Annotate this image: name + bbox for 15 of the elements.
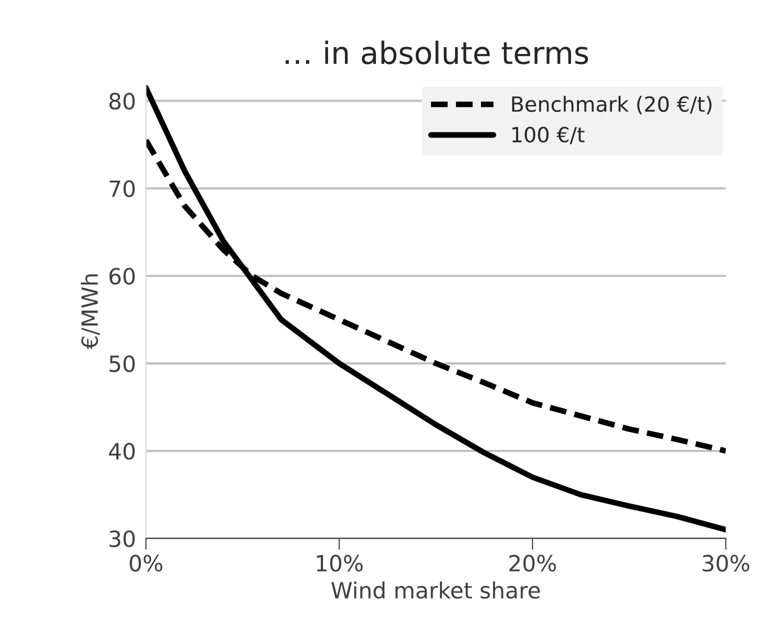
legend-label: 100 €/t <box>512 126 584 144</box>
x-tick-label: 10% <box>316 554 363 572</box>
y-tick-label: 70 <box>110 180 135 198</box>
y-axis-title: €/MWh <box>80 274 100 350</box>
x-tick-label: 0% <box>130 554 162 572</box>
y-tick-label: 40 <box>109 442 135 460</box>
legend-label: Benchmark (20 €/t) <box>512 96 712 114</box>
y-tick-label: 30 <box>110 530 135 548</box>
chart-title: … in absolute terms <box>286 40 588 64</box>
x-tick-label: 20% <box>509 554 556 572</box>
y-tick-label: 50 <box>110 355 135 372</box>
y-tick-label: 80 <box>109 92 135 110</box>
x-tick-label: 30% <box>702 554 750 572</box>
y-tick-label: 60 <box>109 268 135 285</box>
x-axis-title: Wind market share <box>331 581 540 599</box>
